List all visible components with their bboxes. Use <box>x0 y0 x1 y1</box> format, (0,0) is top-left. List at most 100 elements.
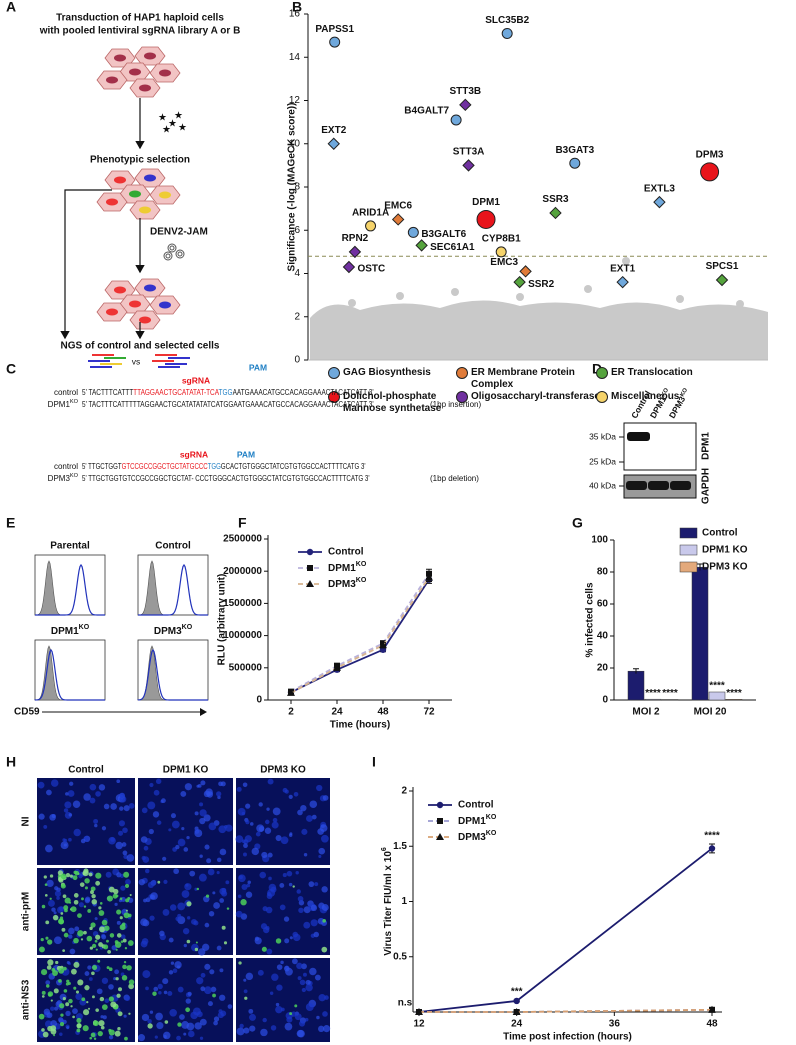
virus-stain <box>128 979 135 985</box>
nucleus-stain <box>241 811 246 816</box>
nucleus-stain <box>206 791 214 798</box>
nucleus-stain <box>265 906 273 914</box>
nucleus-stain <box>216 945 222 951</box>
nucleus-stain <box>213 1016 220 1022</box>
virus-stain <box>87 909 92 913</box>
virus-stain <box>68 998 73 1004</box>
virus-stain <box>116 909 122 915</box>
nucleus-stain <box>271 973 279 981</box>
gene-point <box>501 27 513 39</box>
nucleus-stain <box>225 880 230 885</box>
bar <box>644 698 662 701</box>
cell-nucleus <box>159 69 171 77</box>
nucleus-stain <box>206 858 212 864</box>
virus-stain <box>119 924 126 931</box>
virus-stain <box>81 897 84 901</box>
significance: **** <box>662 688 678 699</box>
gene-label: SSR3 <box>542 194 569 205</box>
nucleus-stain <box>47 899 55 907</box>
nucleus-stain <box>43 1008 51 1015</box>
nucleus-stain <box>305 983 313 992</box>
virus-stain <box>128 983 135 990</box>
nucleus-stain <box>148 828 154 835</box>
nucleus-stain <box>235 910 243 918</box>
data-point <box>512 1008 521 1015</box>
virus-stain <box>83 1009 90 1016</box>
nucleus-stain <box>249 822 254 826</box>
virus-stain <box>185 1007 191 1013</box>
text-superscript: KO <box>486 830 497 837</box>
legend-marker <box>307 565 313 571</box>
cell-nucleus <box>144 52 156 60</box>
nucleus-stain <box>149 782 154 788</box>
text-base: DPM3 <box>328 579 356 590</box>
virus-stain <box>186 901 192 907</box>
cell-nucleus <box>159 191 171 199</box>
sgrna-label: sgRNA <box>180 449 208 459</box>
nucleus-stain <box>276 964 283 970</box>
virus-stain <box>86 1001 89 1004</box>
virus-stain <box>92 964 98 971</box>
nucleus-stain <box>156 1022 164 1030</box>
nucleus-stain <box>65 792 69 796</box>
virus-stain <box>61 927 66 932</box>
virus-stain <box>47 959 54 966</box>
virus-stain <box>114 1030 121 1037</box>
virus-stain <box>58 918 65 925</box>
nucleus-stain <box>50 1006 55 1011</box>
text-base: DPM1 <box>328 563 356 574</box>
virus-stain <box>52 914 59 921</box>
background-point <box>622 257 630 265</box>
virus-stain <box>292 885 295 888</box>
y-tick-label: 40 <box>597 631 609 642</box>
virus-stain <box>64 897 71 904</box>
virus-stain <box>50 999 53 1002</box>
virus-stain <box>108 1029 115 1036</box>
nucleus-stain <box>309 800 318 809</box>
nucleus-stain <box>149 894 156 900</box>
virus-stain <box>221 925 226 930</box>
nucleus-stain <box>245 803 251 809</box>
nucleus-stain <box>175 916 180 921</box>
legend-swatch <box>679 544 698 556</box>
virus-stain <box>91 893 96 899</box>
nucleus-stain <box>108 1035 114 1040</box>
nucleus-stain <box>197 783 202 788</box>
data-point <box>379 641 387 649</box>
text-base: DPM3 <box>154 626 182 637</box>
gene-label: SLC35B2 <box>485 15 529 26</box>
step-label: Phenotypic selection <box>90 155 190 166</box>
virus-stain <box>90 890 94 895</box>
nucleus-stain <box>219 968 224 973</box>
legend-label: Control <box>458 800 494 811</box>
nucleus-stain <box>296 962 303 970</box>
y-axis-label: RLU (arbitrary unit) <box>217 574 228 666</box>
nucleus-stain <box>261 851 268 859</box>
nucleus-stain <box>140 918 148 926</box>
virus-stain <box>275 938 282 944</box>
error-bar <box>633 668 639 674</box>
y-tick-label: 80 <box>597 567 609 578</box>
virus-stain <box>63 905 69 911</box>
nucleus-stain <box>88 977 93 981</box>
virus-stain <box>74 870 80 876</box>
legend-label: DPM3 KO <box>702 562 748 573</box>
nucleus-stain <box>272 807 281 816</box>
panel-letter: C <box>6 361 16 377</box>
nucleus-stain <box>84 971 90 976</box>
x-tick-label: 48 <box>706 1019 718 1030</box>
nucleus-stain <box>145 868 150 874</box>
nucleus-stain <box>176 1035 181 1041</box>
data-point <box>708 1005 716 1013</box>
nucleus-stain <box>199 1036 204 1040</box>
virus-stain <box>108 996 114 1002</box>
nucleus-stain <box>294 1013 302 1021</box>
nucleus-stain <box>153 986 159 992</box>
nucleus-stain <box>72 1008 78 1015</box>
legend-label: ER Translocation <box>611 367 693 378</box>
nucleus-stain <box>258 826 265 832</box>
nucleus-stain <box>147 801 156 810</box>
x-axis-label: Time post infection (hours) <box>503 1032 632 1043</box>
nucleus-stain <box>114 969 120 975</box>
virus-stain <box>195 941 198 944</box>
